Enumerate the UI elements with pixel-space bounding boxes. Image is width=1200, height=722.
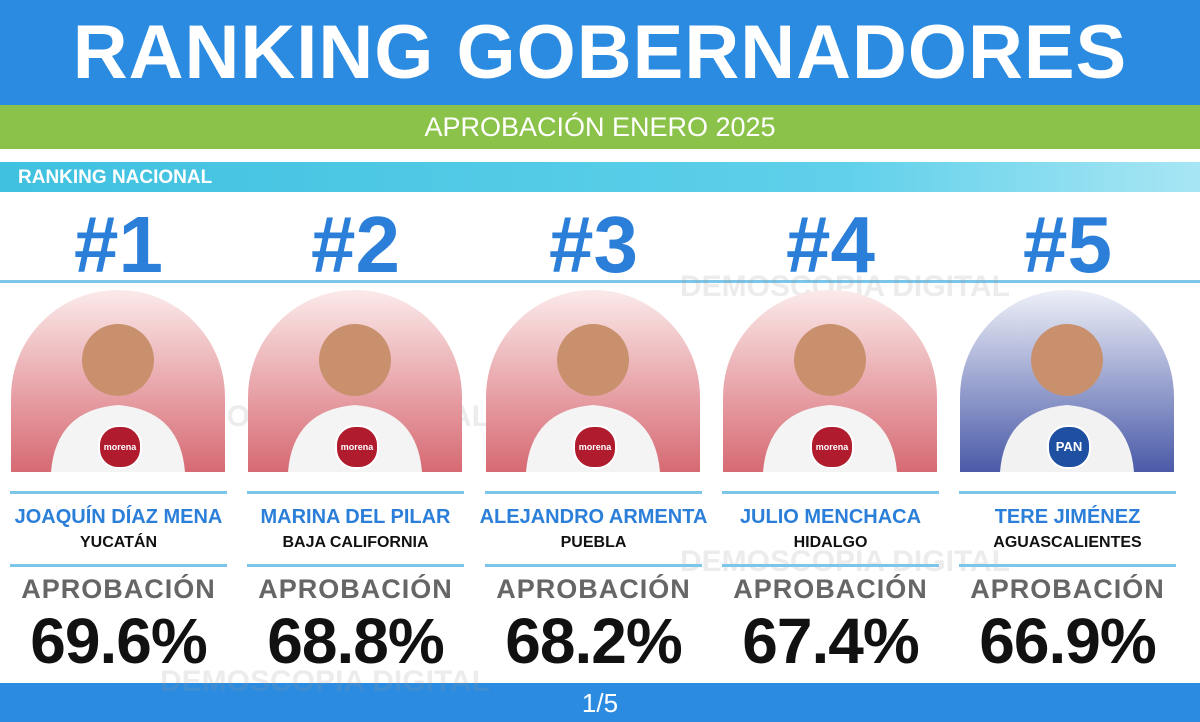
name: MARINA DEL PILAR xyxy=(260,506,451,528)
name: ALEJANDRO ARMENTA xyxy=(479,506,708,528)
name: TERE JIMÉNEZ xyxy=(994,506,1141,528)
approval-value: 69.6% xyxy=(30,605,207,677)
watermark: DEMOSCOPIA DIGITAL xyxy=(160,665,490,698)
divider xyxy=(959,491,1176,494)
divider xyxy=(0,280,1200,283)
divider xyxy=(485,564,702,567)
divider xyxy=(959,564,1176,567)
page-indicator: 1/5 xyxy=(0,683,1200,722)
divider xyxy=(10,564,227,567)
rank: #3 xyxy=(549,200,638,289)
divider xyxy=(247,564,464,567)
approval-label: APROBACIÓN xyxy=(733,574,928,604)
state: BAJA CALIFORNIA xyxy=(282,534,429,551)
divider xyxy=(722,491,939,494)
approval-label: APROBACIÓN xyxy=(496,574,691,604)
party-badge: morena xyxy=(810,425,854,469)
approval-label: APROBACIÓN xyxy=(970,574,1165,604)
state: AGUASCALIENTES xyxy=(993,534,1142,551)
approval-value: 68.2% xyxy=(505,605,682,677)
section-label: RANKING NACIONAL xyxy=(0,162,1200,192)
watermark: DEMOSCOPIA DIGITAL xyxy=(680,545,1010,578)
rank: #4 xyxy=(786,200,875,289)
party-badge: morena xyxy=(573,425,617,469)
rank: #5 xyxy=(1023,200,1112,289)
name: JULIO MENCHACA xyxy=(739,506,922,528)
approval-label: APROBACIÓN xyxy=(21,574,216,604)
name: JOAQUÍN DÍAZ MENA xyxy=(14,506,223,528)
party-badge: PAN xyxy=(1047,425,1091,469)
title: RANKING GOBERNADORES xyxy=(0,0,1200,105)
state: PUEBLA xyxy=(560,534,627,551)
rank: #1 xyxy=(74,200,163,289)
divider xyxy=(722,564,939,567)
approval-value: 67.4% xyxy=(742,605,919,677)
approval-value: 68.8% xyxy=(267,605,444,677)
approval-label: APROBACIÓN xyxy=(258,574,453,604)
divider xyxy=(485,491,702,494)
party-badge: morena xyxy=(335,425,379,469)
divider xyxy=(10,491,227,494)
state: HIDALGO xyxy=(793,534,868,551)
divider xyxy=(247,491,464,494)
state: YUCATÁN xyxy=(79,534,158,551)
approval-value: 66.9% xyxy=(979,605,1156,677)
rank: #2 xyxy=(311,200,400,289)
party-badge: morena xyxy=(98,425,142,469)
subtitle: APROBACIÓN ENERO 2025 xyxy=(0,105,1200,149)
